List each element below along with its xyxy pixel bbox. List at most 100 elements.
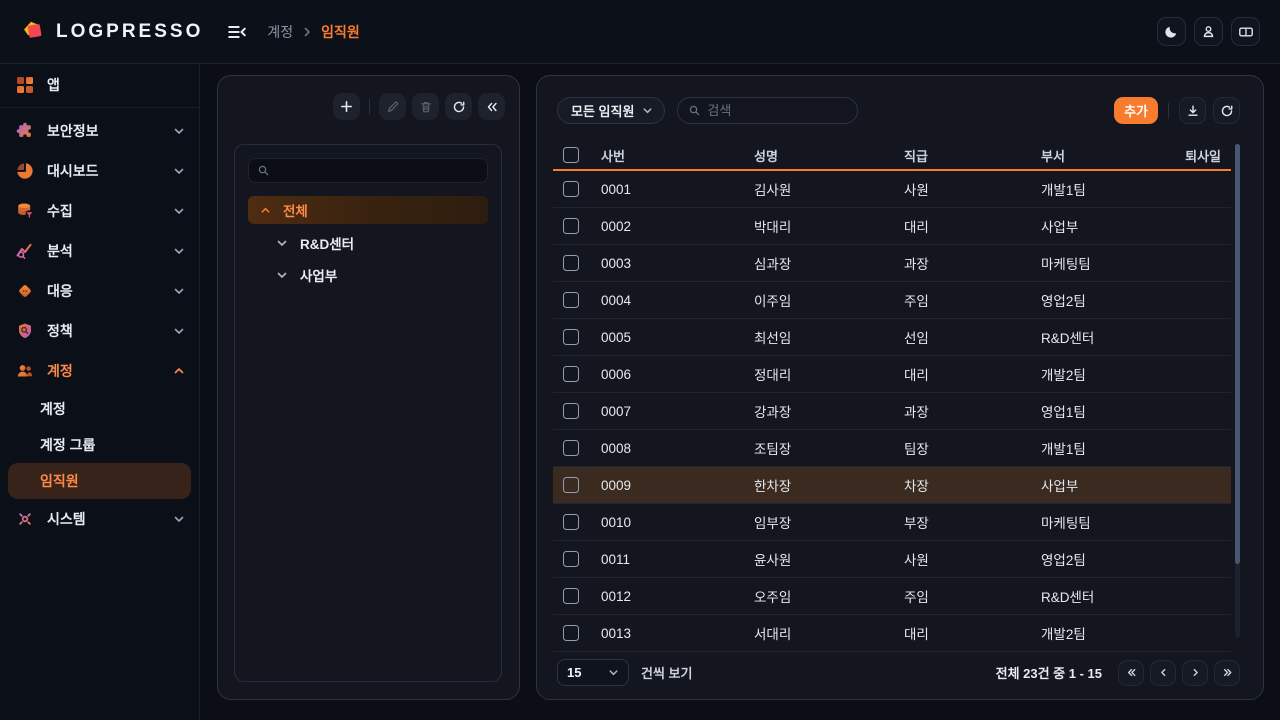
- tree-toolbar: [333, 93, 505, 120]
- chevron-down-icon: [173, 125, 185, 137]
- scrollbar-thumb[interactable]: [1235, 144, 1240, 564]
- employee-id: 0003: [601, 255, 632, 271]
- last-page-button[interactable]: [1214, 659, 1240, 686]
- table-scrollbar[interactable]: [1235, 144, 1240, 638]
- sidebar-item-dashboard[interactable]: 대시보드: [0, 151, 199, 191]
- search-icon: [688, 104, 701, 117]
- row-checkbox[interactable]: [563, 218, 579, 234]
- pagination-controls: 전체 23건 중 1 - 15: [996, 659, 1240, 686]
- employee-id: 0006: [601, 366, 632, 382]
- row-checkbox[interactable]: [563, 181, 579, 197]
- table-row[interactable]: 0012 오주임 주임 R&D센터: [553, 578, 1231, 615]
- employee-dept: R&D센터: [1041, 590, 1095, 605]
- employee-id: 0012: [601, 588, 632, 604]
- sidebar-item-label: 계정: [47, 363, 73, 379]
- employee-name: 이주임: [754, 294, 792, 309]
- refresh-table-icon[interactable]: [1213, 97, 1240, 124]
- table-row[interactable]: 0009 한차장 차장 사업부: [553, 467, 1231, 504]
- employee-name: 심과장: [754, 257, 792, 272]
- row-checkbox[interactable]: [563, 514, 579, 530]
- table-row[interactable]: 0010 임부장 부장 마케팅팀: [553, 504, 1231, 541]
- row-checkbox[interactable]: [563, 588, 579, 604]
- row-checkbox[interactable]: [563, 255, 579, 271]
- employee-id: 0008: [601, 440, 632, 456]
- next-page-button[interactable]: [1182, 659, 1208, 686]
- row-checkbox[interactable]: [563, 551, 579, 567]
- prev-page-button[interactable]: [1150, 659, 1176, 686]
- sidebar-item-security[interactable]: 보안정보: [0, 111, 199, 151]
- table-row[interactable]: 0006 정대리 대리 개발2팀: [553, 356, 1231, 393]
- brand[interactable]: LOGPRESSO: [20, 19, 203, 45]
- row-checkbox[interactable]: [563, 329, 579, 345]
- tree-node[interactable]: R&D센터: [248, 230, 488, 256]
- topbar-actions: [1157, 17, 1260, 46]
- page-size-select[interactable]: 15: [557, 659, 629, 686]
- sidebar-item-account[interactable]: 계정: [0, 351, 199, 391]
- collect-icon: [16, 202, 36, 220]
- dark-mode-toggle-moon-icon[interactable]: [1157, 17, 1186, 46]
- row-checkbox[interactable]: [563, 625, 579, 641]
- chevron-down-icon: [173, 205, 185, 217]
- chevron-down-icon[interactable]: [276, 237, 288, 249]
- table-row[interactable]: 0005 최선임 선임 R&D센터: [553, 319, 1231, 356]
- tree-node[interactable]: 사업부: [248, 262, 488, 288]
- sidebar-item-system[interactable]: 시스템: [0, 499, 199, 539]
- table-row[interactable]: 0008 조팀장 팀장 개발1팀: [553, 430, 1231, 467]
- row-checkbox[interactable]: [563, 366, 579, 382]
- row-checkbox[interactable]: [563, 440, 579, 456]
- sidebar-item-analyze[interactable]: 분석: [0, 231, 199, 271]
- user-profile-icon[interactable]: [1194, 17, 1223, 46]
- delete-node-button[interactable]: [412, 93, 439, 120]
- sidebar-item-apps[interactable]: 앱: [0, 66, 199, 104]
- edit-node-button[interactable]: [379, 93, 406, 120]
- table-row[interactable]: 0007 강과장 과장 영업1팀: [553, 393, 1231, 430]
- license-ticket-icon[interactable]: [1231, 17, 1260, 46]
- employee-rank: 주임: [904, 590, 929, 605]
- table-row[interactable]: 0013 서대리 대리 개발2팀: [553, 615, 1231, 652]
- table-row[interactable]: 0004 이주임 주임 영업2팀: [553, 282, 1231, 319]
- chevron-up-icon[interactable]: [260, 205, 271, 216]
- employee-rank: 대리: [904, 368, 929, 383]
- table-row[interactable]: 0003 심과장 과장 마케팅팀: [553, 245, 1231, 282]
- employee-name: 임부장: [754, 516, 792, 531]
- add-node-button[interactable]: [333, 93, 360, 120]
- chevron-down-icon[interactable]: [276, 269, 288, 281]
- sidebar-item-respond[interactable]: 대응: [0, 271, 199, 311]
- sidebar-item-policy[interactable]: 정책: [0, 311, 199, 351]
- employee-filter-select[interactable]: 모든 임직원: [557, 97, 666, 124]
- employee-id: 0004: [601, 292, 632, 308]
- tree-search-box: [248, 158, 488, 183]
- employee-id: 0005: [601, 329, 632, 345]
- sidebar-item-account-group[interactable]: 계정 그룹: [0, 427, 199, 463]
- tree-search-input[interactable]: [276, 163, 479, 178]
- sidebar-item-collect[interactable]: 수집: [0, 191, 199, 231]
- table-row[interactable]: 0011 윤사원 사원 영업2팀: [553, 541, 1231, 578]
- filter-selected-value: 모든 임직원: [571, 104, 635, 119]
- employee-id: 0009: [601, 477, 632, 493]
- tree-node-root[interactable]: 전체: [248, 196, 488, 224]
- employee-rank: 차장: [904, 479, 929, 494]
- table-row[interactable]: 0001 김사원 사원 개발1팀: [553, 171, 1231, 208]
- download-icon[interactable]: [1179, 97, 1206, 124]
- sidebar-item-account[interactable]: 계정: [0, 391, 199, 427]
- table-row[interactable]: 0002 박대리 대리 사업부: [553, 208, 1231, 245]
- employee-rank: 과장: [904, 257, 929, 272]
- sidebar-item-employee[interactable]: 임직원: [8, 463, 191, 499]
- sidebar-item-label: 수집: [47, 203, 73, 219]
- row-checkbox[interactable]: [563, 292, 579, 308]
- table-search-input[interactable]: [707, 103, 848, 118]
- refresh-tree-button[interactable]: [445, 93, 472, 120]
- topbar: LOGPRESSO 계정 임직원: [0, 0, 1280, 64]
- row-checkbox[interactable]: [563, 477, 579, 493]
- row-checkbox[interactable]: [563, 403, 579, 419]
- sidebar-collapse-icon[interactable]: [227, 23, 247, 41]
- collapse-panel-button[interactable]: [478, 93, 505, 120]
- page-size-label: 건씩 보기: [641, 666, 693, 681]
- breadcrumb-parent[interactable]: 계정: [267, 23, 294, 40]
- chevron-down-icon: [173, 513, 185, 525]
- first-page-button[interactable]: [1118, 659, 1144, 686]
- select-all-checkbox[interactable]: [563, 147, 579, 163]
- add-employee-button[interactable]: 추가: [1114, 97, 1158, 124]
